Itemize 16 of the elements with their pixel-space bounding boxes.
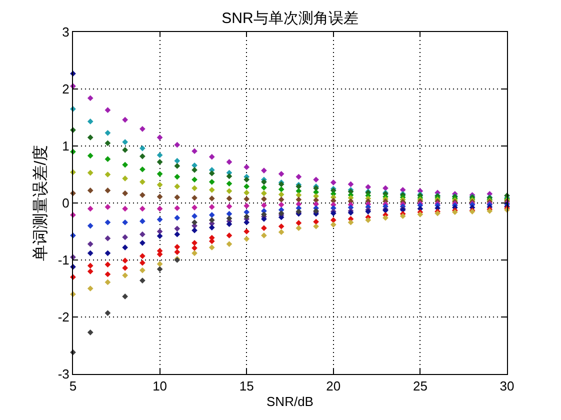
y-tick-label: 0 <box>62 196 70 211</box>
y-tick-label: 1 <box>62 138 70 154</box>
x-tick-label: 20 <box>326 378 341 394</box>
x-tick-label: 30 <box>500 378 514 394</box>
y-tick-label: -3 <box>58 366 70 382</box>
y-axis-title: 单词测量误差/度 <box>32 144 50 262</box>
y-tick-label: 3 <box>62 24 70 40</box>
y-tick-label: -2 <box>58 310 70 325</box>
x-axis-title: SNR/dB <box>266 394 314 410</box>
x-tick-label: 5 <box>69 378 77 394</box>
chart-title: SNR与单次测角误差 <box>222 10 358 27</box>
x-tick-label: 25 <box>412 378 428 394</box>
x-tick-label: 15 <box>239 378 254 394</box>
y-tick-label: 2 <box>62 82 70 97</box>
x-tick-label: 10 <box>152 378 168 394</box>
y-tick-label: -1 <box>58 252 70 268</box>
